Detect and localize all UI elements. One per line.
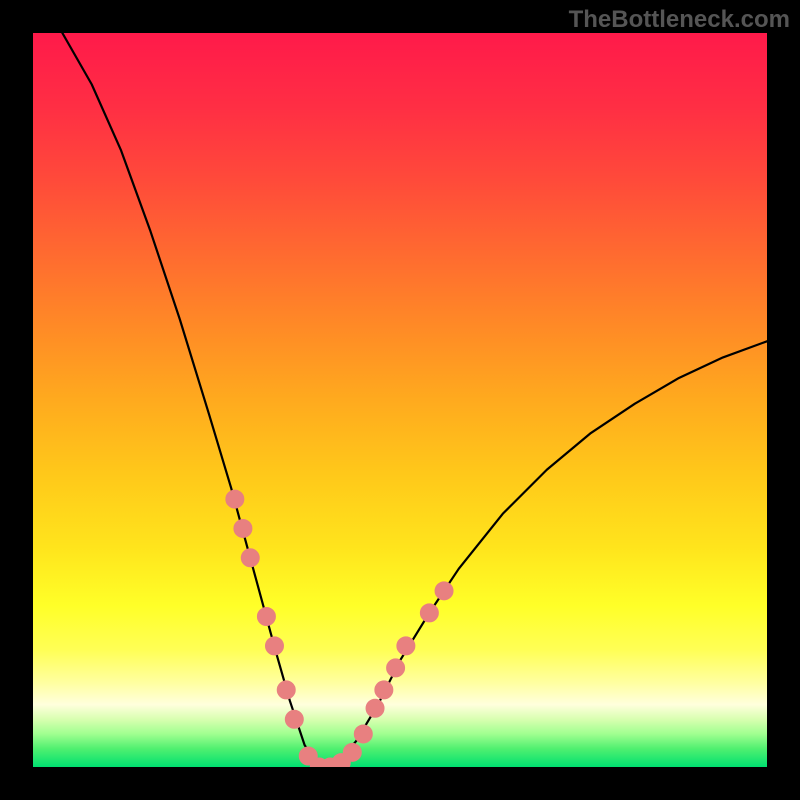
data-marker [257,608,275,626]
watermark-text: TheBottleneck.com [569,6,790,34]
data-marker [226,490,244,508]
data-marker [277,681,295,699]
data-marker [343,743,361,761]
plot-svg [33,33,767,767]
data-marker [285,710,303,728]
chart-container: TheBottleneck.com [0,0,800,800]
gradient-background [33,33,767,767]
data-marker [366,699,384,717]
data-marker [234,519,252,537]
data-marker [420,604,438,622]
data-marker [354,725,372,743]
data-marker [397,637,415,655]
data-marker [241,549,259,567]
data-marker [435,582,453,600]
data-marker [375,681,393,699]
data-marker [387,659,405,677]
data-marker [265,637,283,655]
